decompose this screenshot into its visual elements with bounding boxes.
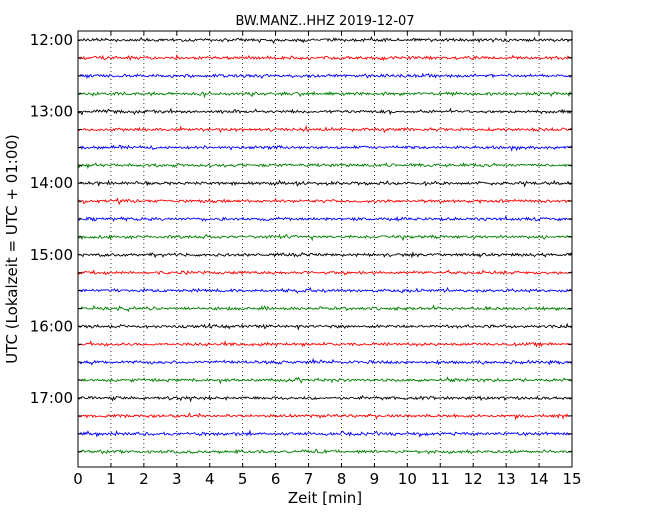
x-tick-label: 4 — [205, 470, 215, 488]
trace-1200 — [77, 36, 573, 44]
trace-1500 — [77, 251, 573, 259]
axis-ticks: 0 1 2 3 4 5 6 7 8 9 10 11 12 13 14 1512:0013:0014:0015:… — [30, 31, 582, 488]
x-tick-label: 10 — [398, 470, 417, 488]
trace-1315 — [77, 125, 573, 134]
x-tick-label: 15 — [562, 470, 581, 488]
trace-1245 — [77, 90, 573, 99]
trace-1615 — [77, 340, 573, 348]
y-tick-label: 12:00 — [30, 31, 73, 49]
trace-1715 — [77, 412, 573, 421]
x-axis-label: Zeit [min] — [288, 489, 362, 507]
trace-1345 — [77, 162, 573, 170]
x-tick-label: 5 — [238, 470, 248, 488]
chart-title: BW.MANZ..HHZ 2019-12-07 — [235, 14, 414, 29]
trace-1530 — [77, 286, 573, 294]
trace-1630 — [78, 357, 573, 366]
trace-1330 — [77, 144, 573, 152]
trace-1215 — [78, 53, 573, 62]
plot-frame — [77, 30, 573, 468]
y-tick-label: 16:00 — [30, 317, 73, 335]
y-tick-label: 14:00 — [30, 174, 73, 192]
grid-lines — [110, 31, 540, 467]
trace-1415 — [77, 197, 573, 206]
y-tick-label: 13:00 — [30, 103, 73, 121]
x-tick-label: 3 — [172, 470, 182, 488]
x-tick-label: 6 — [271, 470, 281, 488]
trace-1430 — [77, 215, 573, 222]
trace-1730 — [77, 429, 573, 438]
y-axis-label: UTC (Lokalzeit = UTC + 01:00) — [3, 134, 21, 364]
x-tick-label: 0 — [73, 470, 83, 488]
trace-1545 — [77, 304, 573, 313]
y-tick-label: 17:00 — [30, 389, 73, 407]
trace-1645 — [77, 376, 573, 385]
x-tick-label: 1 — [106, 470, 116, 488]
trace-1515 — [77, 269, 573, 276]
trace-1445 — [77, 233, 573, 242]
x-tick-label: 11 — [431, 470, 450, 488]
trace-1745 — [77, 448, 573, 455]
x-tick-label: 7 — [304, 470, 314, 488]
trace-1300 — [77, 107, 573, 116]
x-tick-label: 2 — [139, 470, 149, 488]
x-tick-label: 12 — [464, 470, 483, 488]
x-tick-label: 8 — [337, 470, 347, 488]
trace-1230 — [77, 72, 573, 80]
trace-1600 — [77, 322, 573, 331]
x-tick-label: 14 — [530, 470, 549, 488]
trace-1400 — [77, 179, 573, 188]
x-tick-label: 13 — [497, 470, 516, 488]
x-tick-label: 9 — [370, 470, 380, 488]
seismogram-traces — [77, 36, 573, 455]
y-tick-label: 15:00 — [30, 246, 73, 264]
trace-1700 — [77, 395, 573, 403]
